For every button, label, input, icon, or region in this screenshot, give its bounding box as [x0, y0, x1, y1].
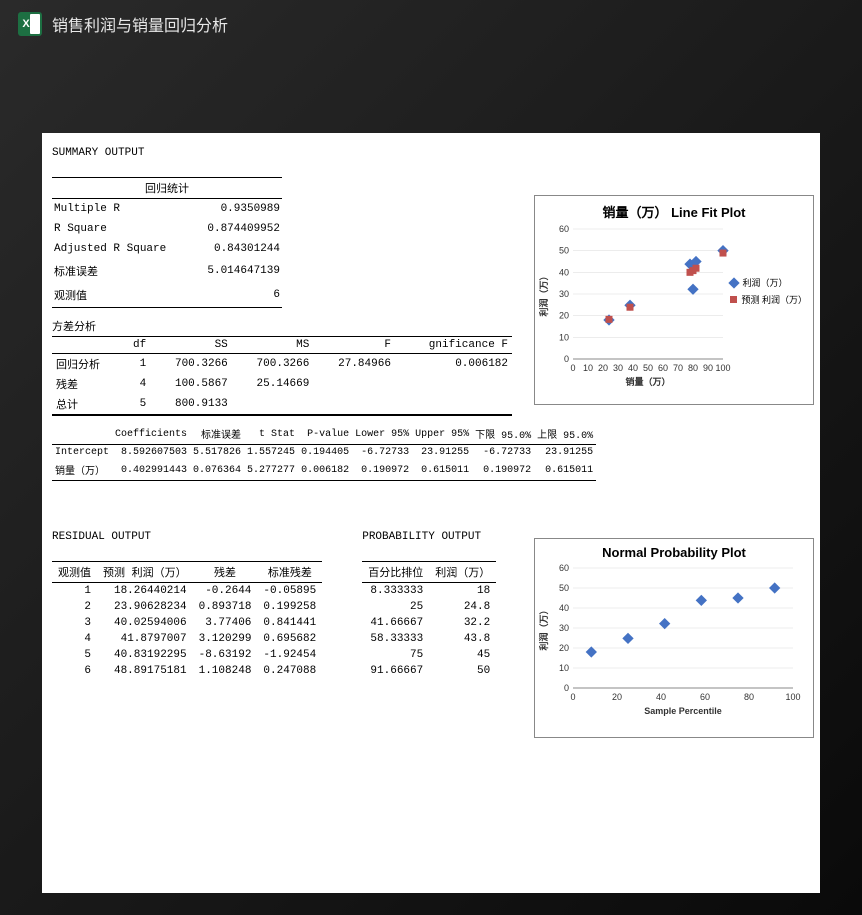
- svg-text:20: 20: [612, 692, 622, 702]
- excel-icon: X: [18, 12, 42, 36]
- table-row: 观测值6: [52, 283, 282, 308]
- table-row: 58.3333343.8: [362, 631, 496, 647]
- chart1-svg: 0 10 20 30 40 50 60 0 10 20 30 40 50 60 70 80 90100 销量（万）…: [535, 223, 813, 403]
- svg-text:40: 40: [559, 267, 569, 277]
- table-row: 41.6666732.2: [362, 615, 496, 631]
- table-row: Adjusted R Square0.84301244: [52, 239, 282, 259]
- table-row: 648.891751811.1082480.247088: [52, 663, 322, 679]
- svg-text:0: 0: [564, 683, 569, 693]
- table-row: 540.83192295-8.63192-1.92454: [52, 647, 322, 663]
- table-row: 91.6666750: [362, 663, 496, 679]
- svg-text:10: 10: [583, 363, 593, 373]
- table-row: 标准误差5.014647139: [52, 259, 282, 283]
- coefficients-table: Coefficients 标准误差 t Stat P-value Lower 9…: [52, 424, 596, 481]
- svg-text:50: 50: [559, 246, 569, 256]
- regstats-header: 回归统计: [52, 178, 282, 199]
- probability-title: PROBABILITY OUTPUT: [362, 531, 496, 543]
- table-row: 340.025940063.774060.841441: [52, 615, 322, 631]
- chart2-svg: 0 10 20 30 40 50 60 0 20 40 60 80 100 Sample Percenti…: [535, 562, 813, 732]
- svg-text:10: 10: [559, 332, 569, 342]
- table-row: 总计5800.9133: [52, 394, 512, 415]
- residual-output-section: RESIDUAL OUTPUT 观测值 预测 利润（万） 残差 标准残差 118…: [52, 531, 322, 679]
- svg-text:50: 50: [643, 363, 653, 373]
- svg-text:20: 20: [598, 363, 608, 373]
- table-row: 回归分析1700.3266700.326627.849660.006182: [52, 354, 512, 375]
- regression-stats-table: 回归统计 Multiple R0.9350989 R Square0.87440…: [52, 177, 282, 308]
- summary-output-title: SUMMARY OUTPUT: [52, 147, 810, 159]
- anova-table: df SS MS F gnificance F 回归分析1700.3266700…: [52, 336, 512, 416]
- table-row: 残差4100.586725.14669: [52, 374, 512, 394]
- svg-text:40: 40: [628, 363, 638, 373]
- residual-title: RESIDUAL OUTPUT: [52, 531, 322, 543]
- svg-text:40: 40: [656, 692, 666, 702]
- table-row: 223.906282340.8937180.199258: [52, 599, 322, 615]
- svg-text:60: 60: [700, 692, 710, 702]
- table-row: 销量（万）0.4029914430.0763645.2772770.006182…: [52, 460, 596, 481]
- chart1-title: 销量（万） Line Fit Plot: [535, 196, 813, 223]
- svg-text:Sample Percentile: Sample Percentile: [644, 706, 722, 716]
- probability-table: 百分比排位 利润（万） 8.33333318 2524.8 41.6666732…: [362, 561, 496, 679]
- spreadsheet-area: SUMMARY OUTPUT 回归统计 Multiple R0.9350989 …: [42, 133, 820, 893]
- svg-text:30: 30: [559, 623, 569, 633]
- svg-text:20: 20: [559, 643, 569, 653]
- svg-text:0: 0: [570, 363, 575, 373]
- table-row: 118.26440214-0.2644-0.05895: [52, 583, 322, 600]
- topbar: X 销售利润与销量回归分析: [0, 0, 862, 48]
- svg-text:80: 80: [744, 692, 754, 702]
- svg-text:80: 80: [688, 363, 698, 373]
- svg-text:30: 30: [559, 289, 569, 299]
- svg-text:100: 100: [715, 363, 730, 373]
- svg-text:0: 0: [570, 692, 575, 702]
- svg-text:60: 60: [658, 363, 668, 373]
- normal-probability-plot: Normal Probability Plot 0 10 20 30 40 50 60 0 20…: [534, 538, 814, 738]
- chart2-title: Normal Probability Plot: [535, 539, 813, 562]
- svg-text:销量（万）: 销量（万）: [625, 376, 670, 387]
- table-row: R Square0.874409952: [52, 219, 282, 239]
- svg-text:30: 30: [613, 363, 623, 373]
- svg-text:10: 10: [559, 663, 569, 673]
- svg-text:60: 60: [559, 563, 569, 573]
- table-row: 8.33333318: [362, 583, 496, 600]
- table-row: 441.87970073.1202990.695682: [52, 631, 322, 647]
- line-fit-plot: 销量（万） Line Fit Plot 0 10 20 30 40 50 60 0 10 20 30…: [534, 195, 814, 405]
- svg-text:利润（万）: 利润（万）: [538, 271, 549, 317]
- svg-text:90: 90: [703, 363, 713, 373]
- svg-text:50: 50: [559, 583, 569, 593]
- svg-text:20: 20: [559, 311, 569, 321]
- page-title: 销售利润与销量回归分析: [52, 12, 228, 36]
- table-row: Multiple R0.9350989: [52, 199, 282, 220]
- svg-text:利润（万）: 利润（万）: [538, 605, 549, 651]
- svg-text:60: 60: [559, 224, 569, 234]
- svg-text:70: 70: [673, 363, 683, 373]
- svg-text:0: 0: [564, 354, 569, 364]
- table-row: 7545: [362, 647, 496, 663]
- svg-text:100: 100: [785, 692, 800, 702]
- table-row: Intercept8.5926075035.5178261.5572450.19…: [52, 445, 596, 461]
- probability-output-section: PROBABILITY OUTPUT 百分比排位 利润（万） 8.3333331…: [362, 531, 496, 679]
- svg-text:40: 40: [559, 603, 569, 613]
- residual-table: 观测值 预测 利润（万） 残差 标准残差 118.26440214-0.2644…: [52, 561, 322, 679]
- table-row: 2524.8: [362, 599, 496, 615]
- chart1-legend: 利润（万） 预测 利润（万）: [730, 276, 807, 310]
